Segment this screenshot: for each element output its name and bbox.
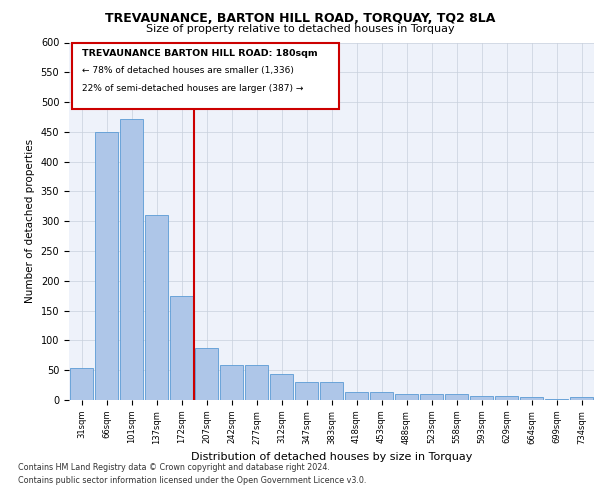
Bar bbox=[220, 365, 244, 400]
Bar bbox=[445, 394, 469, 400]
Bar bbox=[170, 296, 193, 400]
Bar bbox=[70, 368, 94, 400]
Bar bbox=[395, 394, 418, 400]
Text: Contains public sector information licensed under the Open Government Licence v3: Contains public sector information licen… bbox=[18, 476, 367, 485]
X-axis label: Distribution of detached houses by size in Torquay: Distribution of detached houses by size … bbox=[191, 452, 472, 462]
Bar bbox=[494, 396, 518, 400]
Text: 22% of semi-detached houses are larger (387) →: 22% of semi-detached houses are larger (… bbox=[82, 84, 304, 94]
Bar bbox=[194, 348, 218, 400]
Text: Size of property relative to detached houses in Torquay: Size of property relative to detached ho… bbox=[146, 24, 454, 34]
Bar bbox=[520, 397, 544, 400]
FancyBboxPatch shape bbox=[71, 42, 340, 108]
Bar bbox=[269, 374, 293, 400]
Bar bbox=[245, 365, 268, 400]
Bar bbox=[119, 119, 143, 400]
Text: TREVAUNANCE, BARTON HILL ROAD, TORQUAY, TQ2 8LA: TREVAUNANCE, BARTON HILL ROAD, TORQUAY, … bbox=[105, 12, 495, 26]
Bar bbox=[545, 399, 568, 400]
Text: TREVAUNANCE BARTON HILL ROAD: 180sqm: TREVAUNANCE BARTON HILL ROAD: 180sqm bbox=[82, 48, 318, 58]
Bar bbox=[419, 394, 443, 400]
Bar bbox=[344, 392, 368, 400]
Bar bbox=[470, 396, 493, 400]
Bar bbox=[569, 397, 593, 400]
Bar bbox=[370, 392, 394, 400]
Bar bbox=[320, 382, 343, 400]
Bar bbox=[145, 214, 169, 400]
Bar bbox=[295, 382, 319, 400]
Text: ← 78% of detached houses are smaller (1,336): ← 78% of detached houses are smaller (1,… bbox=[82, 66, 294, 76]
Y-axis label: Number of detached properties: Number of detached properties bbox=[25, 139, 35, 304]
Text: Contains HM Land Registry data © Crown copyright and database right 2024.: Contains HM Land Registry data © Crown c… bbox=[18, 464, 330, 472]
Bar bbox=[95, 132, 118, 400]
